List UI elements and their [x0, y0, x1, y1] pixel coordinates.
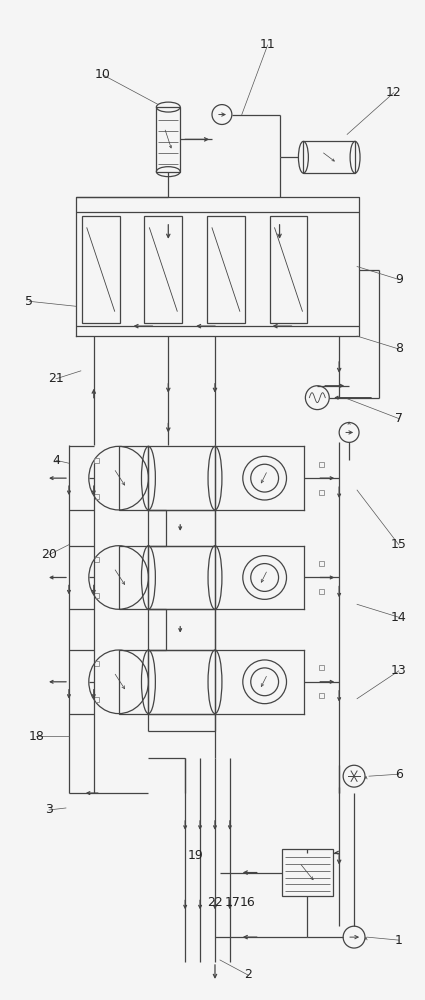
- Text: 16: 16: [240, 896, 256, 909]
- Bar: [319, 589, 324, 594]
- Bar: [94, 557, 99, 562]
- Text: 20: 20: [41, 548, 57, 561]
- Text: 1: 1: [395, 934, 403, 947]
- Bar: [156, 107, 180, 172]
- Bar: [319, 490, 324, 495]
- Bar: [269, 216, 307, 323]
- Text: 13: 13: [391, 664, 407, 677]
- Bar: [281, 849, 333, 896]
- Text: 8: 8: [395, 342, 403, 355]
- Text: 2: 2: [244, 968, 252, 981]
- Bar: [119, 446, 148, 510]
- Bar: [94, 494, 99, 499]
- Bar: [94, 458, 99, 463]
- Text: 21: 21: [48, 372, 64, 385]
- Bar: [144, 216, 182, 323]
- Bar: [319, 462, 324, 467]
- Text: 17: 17: [225, 896, 241, 909]
- Bar: [119, 650, 148, 714]
- Text: 19: 19: [187, 849, 203, 862]
- Bar: [94, 593, 99, 598]
- Text: 14: 14: [391, 611, 407, 624]
- Bar: [119, 546, 148, 609]
- Text: 5: 5: [25, 295, 33, 308]
- Text: 11: 11: [260, 38, 275, 51]
- Bar: [82, 216, 119, 323]
- Bar: [207, 216, 245, 323]
- Text: 6: 6: [395, 768, 403, 781]
- Bar: [303, 141, 355, 173]
- Text: 9: 9: [395, 273, 403, 286]
- Text: 3: 3: [45, 803, 53, 816]
- Text: 12: 12: [386, 86, 402, 99]
- Text: 10: 10: [95, 68, 110, 81]
- Text: 18: 18: [28, 730, 44, 743]
- Bar: [94, 661, 99, 666]
- Text: 4: 4: [52, 454, 60, 467]
- Bar: [319, 665, 324, 670]
- Bar: [319, 693, 324, 698]
- Bar: [94, 697, 99, 702]
- Text: 7: 7: [395, 412, 403, 425]
- Bar: [319, 561, 324, 566]
- Text: 15: 15: [391, 538, 407, 551]
- Text: 22: 22: [207, 896, 223, 909]
